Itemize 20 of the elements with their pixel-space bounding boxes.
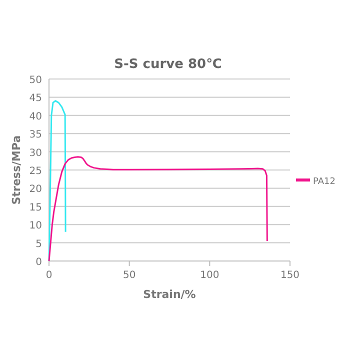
y-axis-title: Stress/MPa bbox=[10, 135, 23, 205]
y-tick-label: 35 bbox=[29, 130, 42, 141]
x-tick-label: 150 bbox=[280, 270, 300, 281]
y-tick-label: 50 bbox=[29, 75, 42, 86]
x-tick-label: 100 bbox=[200, 270, 220, 281]
y-tick-label: 25 bbox=[29, 166, 42, 177]
line-series bbox=[48, 156, 268, 262]
x-axis-title: Strain/% bbox=[143, 288, 196, 301]
y-tick-label: 30 bbox=[29, 148, 42, 159]
legend-label: PA12 bbox=[313, 177, 336, 187]
x-tick-label: 50 bbox=[122, 270, 136, 281]
y-tick-label: 10 bbox=[29, 220, 42, 232]
y-tick-label: 5 bbox=[36, 238, 42, 250]
chart-title: S-S curve 80℃ bbox=[114, 57, 222, 72]
y-tick-label: 15 bbox=[29, 202, 42, 214]
y-tick-label: 45 bbox=[29, 93, 42, 104]
y-tick-label: 20 bbox=[29, 184, 42, 196]
y-tick-label: 0 bbox=[36, 257, 42, 268]
x-tick-label: 0 bbox=[46, 270, 52, 281]
y-tick-label: 40 bbox=[29, 111, 42, 122]
